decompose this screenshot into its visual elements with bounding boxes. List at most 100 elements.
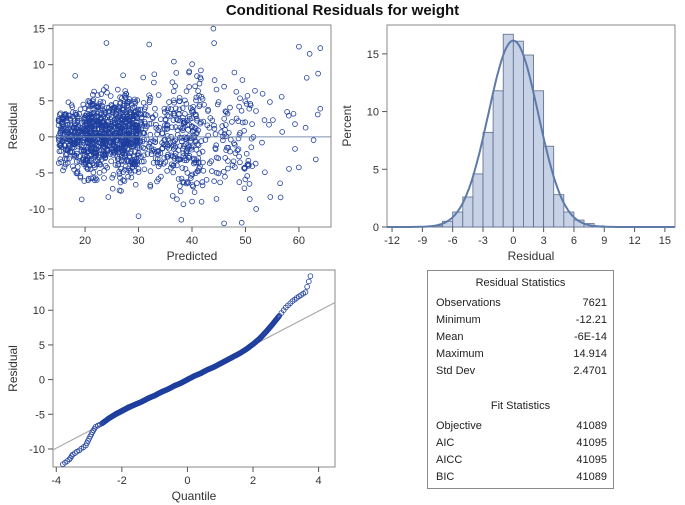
- scatter-point: [128, 148, 134, 155]
- scatter-point: [56, 148, 63, 155]
- scatter-point: [56, 111, 63, 118]
- histogram-bar: [472, 173, 484, 228]
- scatter-point: [176, 95, 183, 101]
- scatter-point: [245, 157, 252, 164]
- qq-point: [275, 314, 282, 320]
- scatter-point: [120, 116, 126, 122]
- scatter-point: [58, 119, 65, 126]
- scatter-point: [83, 158, 90, 164]
- scatter-point: [130, 112, 137, 119]
- x-tick-label: 60: [293, 235, 305, 247]
- scatter-point: [243, 150, 250, 157]
- scatter-point: [200, 118, 207, 125]
- scatter-point: [200, 168, 207, 174]
- scatter-point: [129, 121, 135, 127]
- y-tick-label: 5: [39, 340, 45, 352]
- scatter-point: [85, 106, 92, 112]
- x-tick-label: 40: [186, 235, 198, 247]
- scatter-point: [116, 171, 123, 177]
- scatter-point: [270, 117, 276, 123]
- scatter-point: [211, 178, 217, 185]
- scatter-point: [221, 220, 227, 227]
- scatter-point: [223, 147, 230, 153]
- scatter-point: [75, 113, 81, 120]
- scatter-point: [77, 106, 84, 113]
- scatter-point: [115, 123, 122, 130]
- x-tick-label: -4: [51, 475, 61, 487]
- scatter-point: [238, 108, 245, 114]
- scatter-point: [199, 179, 206, 185]
- scatter-point: [213, 196, 220, 202]
- scatter-point: [196, 165, 202, 172]
- scatter-point: [68, 127, 75, 134]
- qq-point: [275, 313, 282, 320]
- scatter-point: [85, 113, 91, 119]
- scatter-point: [57, 130, 63, 136]
- scatter-point: [241, 166, 248, 172]
- scatter-point: [199, 96, 206, 102]
- scatter-point: [110, 142, 117, 149]
- scatter-point: [115, 145, 121, 151]
- scatter-point: [181, 143, 187, 149]
- scatter-point: [155, 92, 162, 98]
- scatter-point: [262, 169, 268, 176]
- stats-label: BIC: [436, 471, 455, 483]
- scatter-point: [67, 149, 73, 156]
- scatter-point: [180, 117, 187, 124]
- scatter-point: [150, 138, 157, 144]
- scatter-point: [232, 164, 238, 170]
- y-axis-title: Residual: [6, 345, 20, 392]
- scatter-point: [246, 181, 253, 187]
- scatter-point: [237, 159, 243, 166]
- x-tick-label: 2: [250, 475, 256, 487]
- scatter-point: [162, 116, 169, 123]
- scatter-point: [296, 43, 302, 50]
- scatter-point: [189, 107, 196, 113]
- y-tick-label: 5: [39, 96, 45, 108]
- scatter-point: [151, 71, 158, 78]
- scatter-point: [212, 146, 219, 152]
- scatter-point: [235, 146, 242, 152]
- scatter-point: [80, 126, 87, 133]
- scatter-point: [242, 119, 249, 125]
- scatter-point: [93, 113, 100, 119]
- scatter-point: [193, 147, 200, 153]
- scatter-point: [161, 106, 168, 112]
- scatter-point: [138, 153, 144, 160]
- scatter-point: [65, 129, 72, 135]
- scatter-point: [123, 122, 129, 129]
- qq-point: [307, 273, 314, 279]
- x-tick-label: 0: [510, 235, 516, 247]
- scatter-point: [128, 174, 135, 181]
- scatter-point: [159, 130, 166, 137]
- scatter-point: [162, 159, 169, 165]
- scatter-point: [96, 159, 102, 166]
- scatter-point: [164, 107, 171, 114]
- scatter-point: [252, 88, 258, 94]
- scatter-point: [193, 94, 200, 101]
- scatter-point: [133, 138, 140, 144]
- scatter-point: [171, 58, 177, 65]
- scatter-point: [59, 116, 66, 122]
- scatter-point: [221, 168, 227, 175]
- scatter-point: [235, 135, 242, 142]
- scatter-point: [188, 175, 194, 181]
- scatter-point: [237, 130, 243, 136]
- scatter-point: [161, 125, 168, 132]
- scatter-point: [187, 116, 193, 122]
- scatter-point: [127, 109, 134, 115]
- stats-row-observations: Observations 7621: [428, 295, 613, 312]
- scatter-points: [55, 25, 324, 227]
- scatter-point: [141, 166, 148, 173]
- y-tick-label: 15: [33, 271, 45, 283]
- x-tick-label: -12: [384, 235, 400, 247]
- scatter-point: [178, 216, 185, 223]
- scatter-point: [132, 161, 138, 168]
- stats-value: 7621: [582, 297, 607, 309]
- scatter-point: [65, 99, 72, 105]
- scatter-point: [171, 99, 178, 106]
- scatter-point: [166, 113, 172, 120]
- scatter-point: [189, 171, 196, 178]
- scatter-point: [68, 122, 74, 129]
- scatter-point: [165, 154, 171, 160]
